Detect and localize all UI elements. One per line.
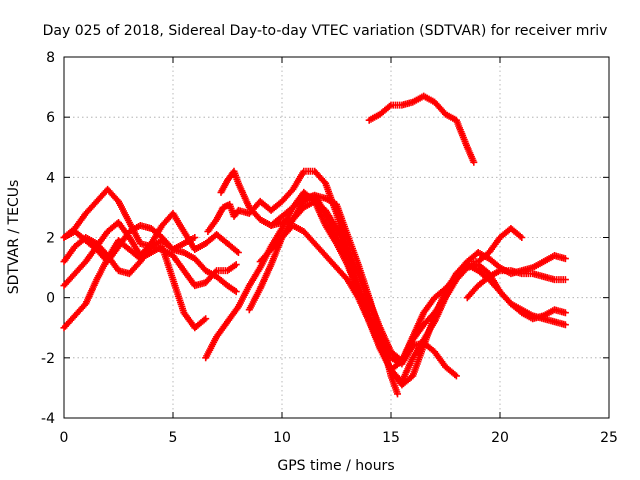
axis-ticks: 0 5 10 15 20 25 -4 -2 0 2 4 6 8 [41,50,618,446]
series-track-12 [463,267,569,302]
y-axis-label: SDTVAR / TECUs [6,180,22,295]
y-tick-label: -2 [41,351,55,367]
series-markers [60,234,199,278]
x-tick-label: 25 [600,430,618,446]
y-tick-label: 8 [46,50,55,66]
x-tick-label: 20 [491,430,509,446]
x-axis-label: GPS time / hours [277,458,394,474]
series-markers [463,267,569,302]
x-tick-label: 5 [169,430,178,446]
series-markers [365,92,478,166]
x-tick-label: 15 [382,430,400,446]
x-tick-label: 0 [60,430,69,446]
series-markers [267,197,569,365]
y-tick-label: 2 [46,231,55,247]
data-series [60,92,569,398]
x-tick-label: 10 [273,430,291,446]
series-track-13 [365,92,478,166]
y-tick-label: 6 [46,110,55,126]
series-markers [256,191,569,374]
series-track-5 [60,234,199,278]
chart-title: Day 025 of 2018, Sidereal Day-to-day VTE… [43,23,608,39]
series-track-11 [267,197,569,365]
y-tick-label: 4 [46,170,55,186]
series-track-10 [256,191,569,374]
y-tick-label: -4 [41,411,55,427]
y-tick-label: 0 [46,291,55,307]
